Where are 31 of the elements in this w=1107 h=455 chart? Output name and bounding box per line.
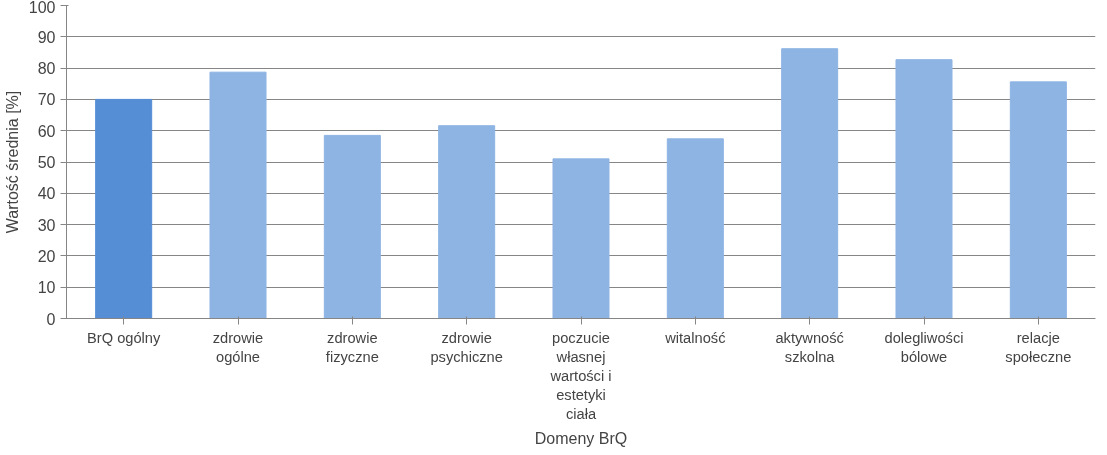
x-tick-label: BrQ ogólny	[87, 329, 161, 346]
x-tick-label: poczucie własnej wartości i estetyki ciała	[549, 329, 612, 423]
bar	[552, 158, 610, 319]
y-tick-label: 40	[37, 185, 56, 203]
bar	[438, 125, 496, 319]
x-tick-label: witalność	[664, 329, 726, 346]
y-tick-label: 0	[46, 310, 56, 328]
x-tick-label: dolegliwości bólowe	[884, 329, 964, 365]
bar	[781, 48, 839, 319]
bar	[323, 134, 381, 319]
bar	[95, 98, 153, 319]
y-tick-label: 70	[37, 91, 56, 109]
y-tick-label: 100	[28, 0, 56, 16]
y-axis-title: Wartość średnia [%]	[3, 90, 21, 234]
y-tick-label: 80	[37, 60, 56, 78]
bar	[666, 138, 724, 319]
x-axis-title: Domeny BrQ	[534, 430, 628, 448]
x-tick-label: aktywność szkolna	[775, 329, 844, 365]
y-tick-label: 50	[37, 154, 56, 171]
x-tick-label: zdrowie psychiczne	[430, 329, 503, 365]
bar	[1009, 81, 1067, 319]
y-tick-label: 90	[37, 28, 56, 46]
bar	[209, 71, 267, 319]
bar	[895, 59, 953, 319]
x-tick-label: zdrowie ogólne	[212, 329, 264, 365]
y-tick-label: 20	[37, 247, 56, 265]
x-tick-label: zdrowie fizyczne	[325, 329, 379, 365]
y-tick-label: 10	[37, 279, 56, 297]
x-tick-label: relacje społeczne	[1005, 329, 1072, 365]
y-tick-label: 30	[37, 216, 56, 234]
y-tick-label: 60	[37, 122, 56, 140]
